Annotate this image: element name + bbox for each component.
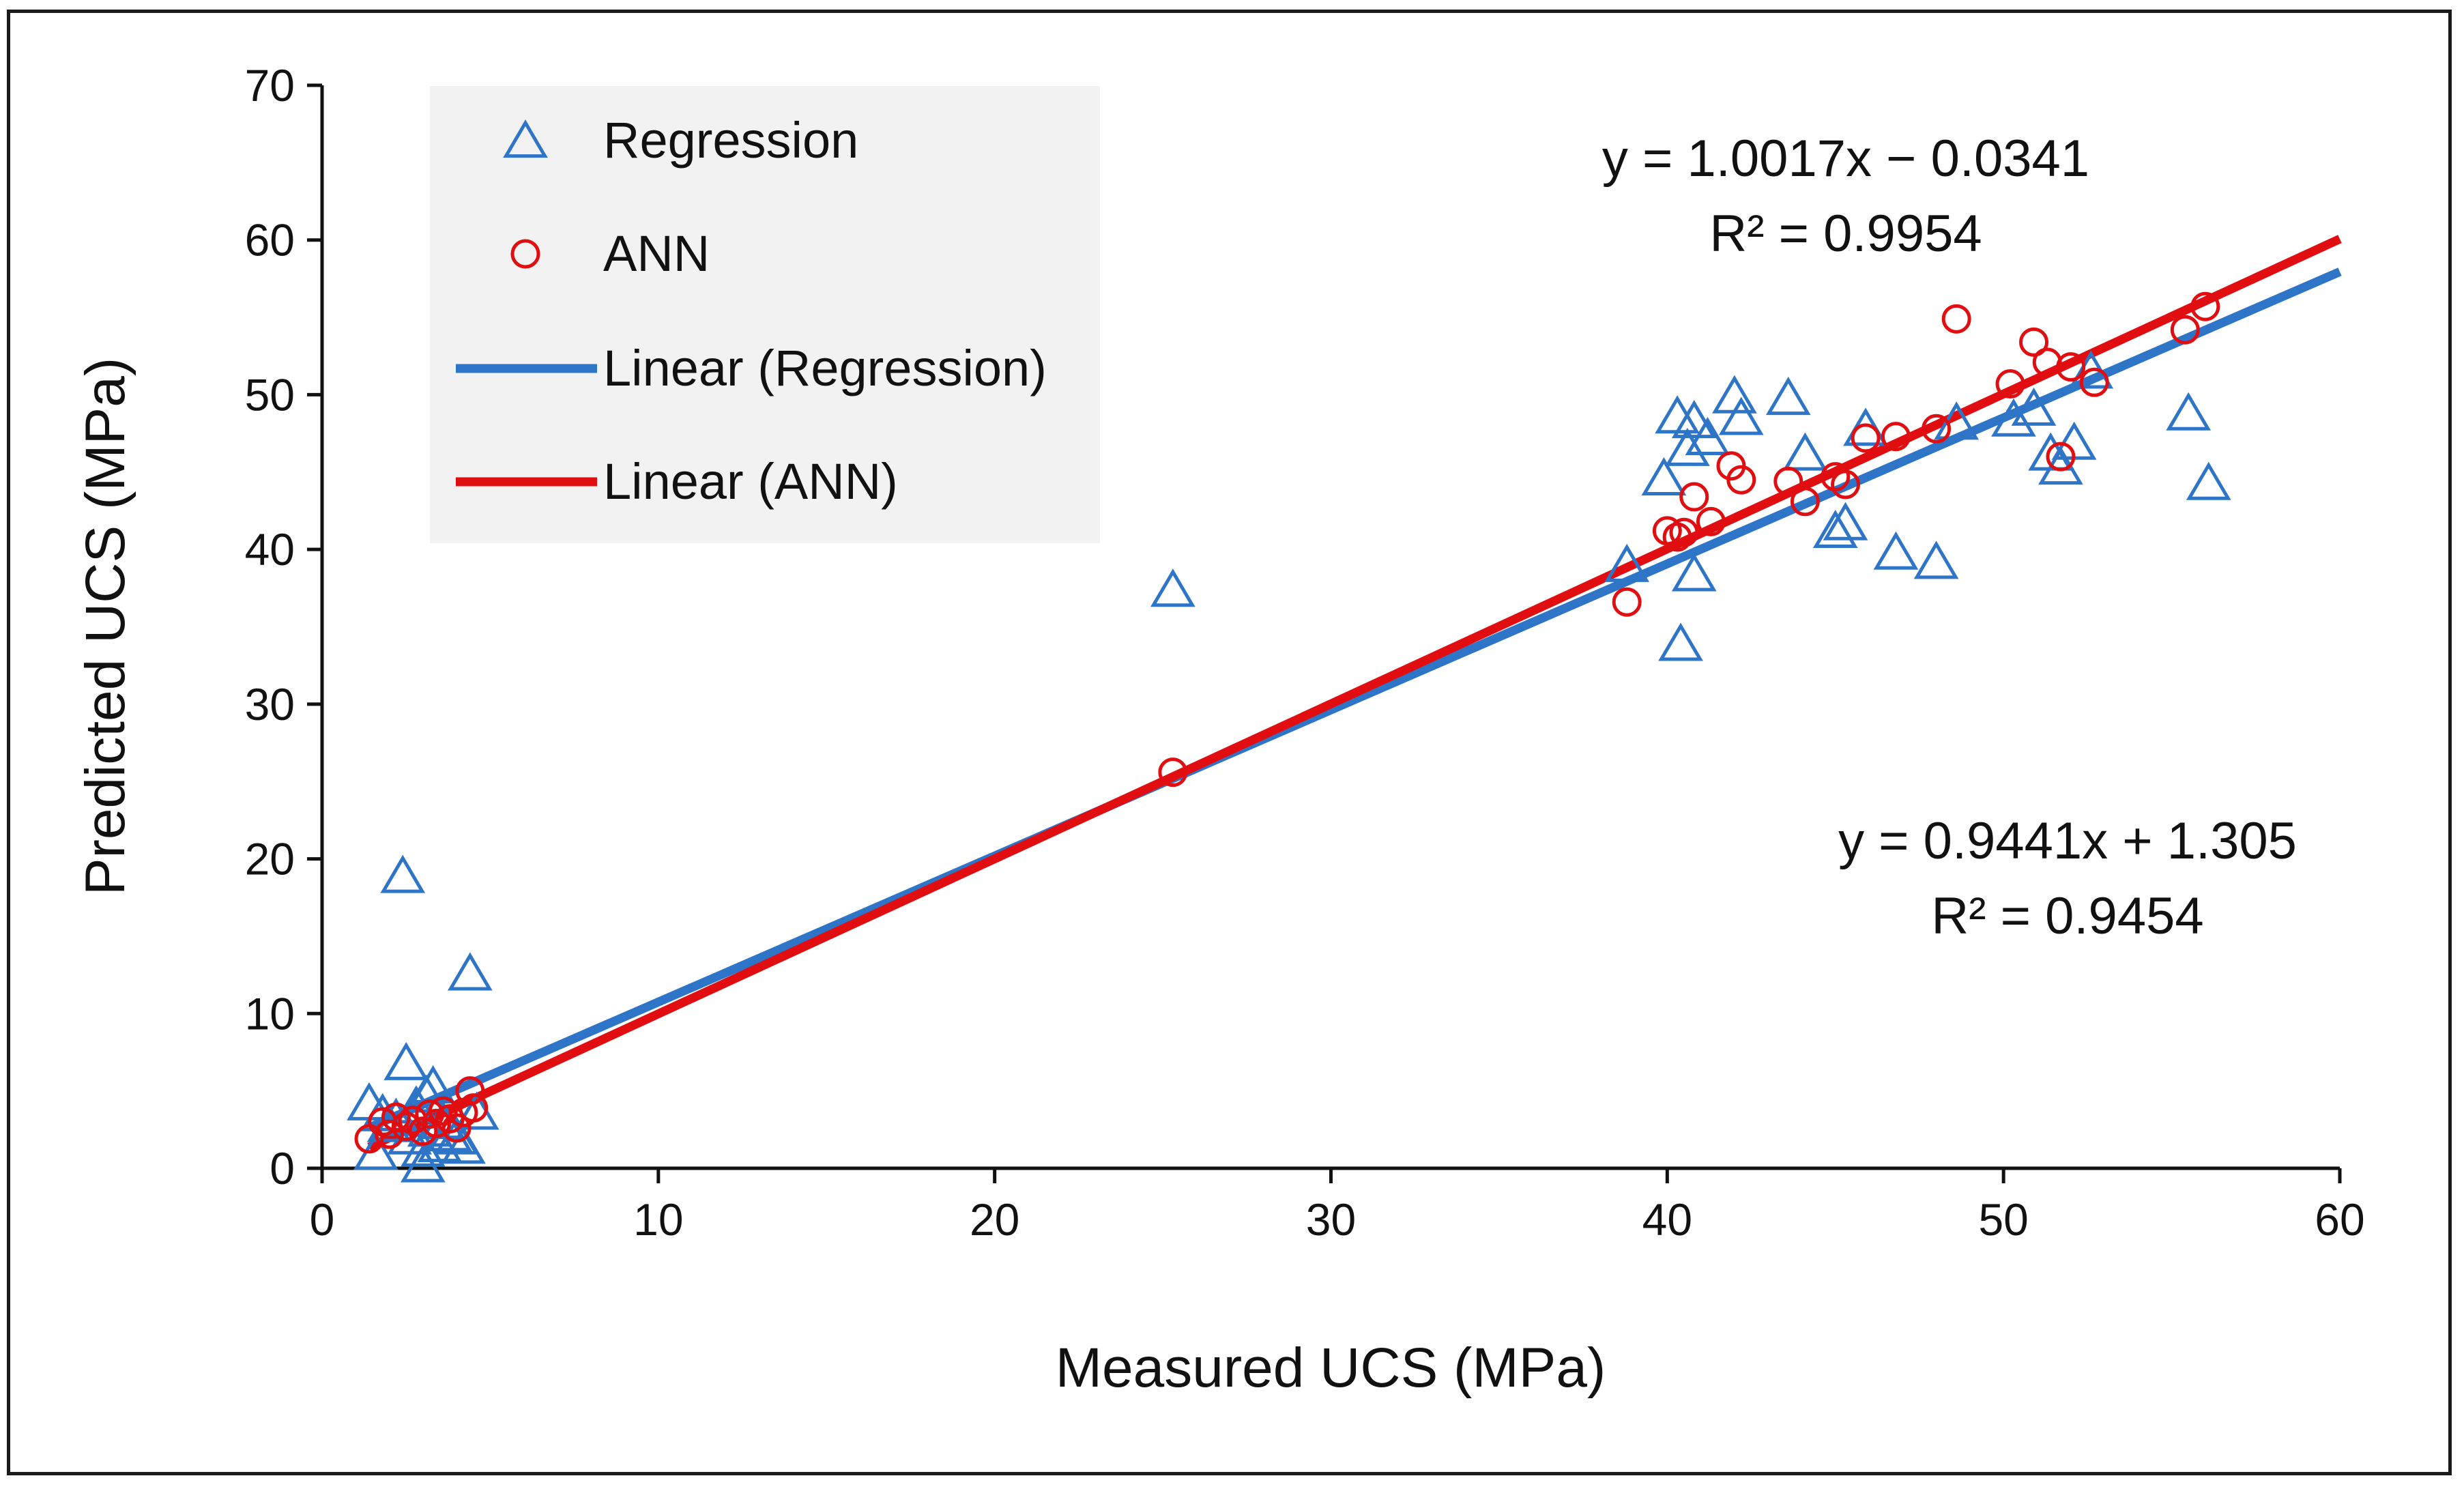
x-tick-label: 50 xyxy=(1978,1194,2028,1245)
regression-point xyxy=(380,854,426,893)
x-tick-label: 30 xyxy=(1306,1194,1356,1245)
regression-point xyxy=(400,1144,446,1183)
regression-point xyxy=(1913,540,1959,579)
regression-point xyxy=(1604,543,1650,582)
ann-point xyxy=(459,1093,489,1123)
regression-point xyxy=(1823,502,1868,540)
regression-point xyxy=(1671,400,1717,439)
ann-point xyxy=(1726,465,1756,495)
y-tick-label: 0 xyxy=(270,1143,295,1194)
x-tick-label: 0 xyxy=(310,1194,335,1245)
ann-point xyxy=(1995,369,2025,399)
legend-label-ann: ANN xyxy=(603,225,710,282)
x-tick-label: 40 xyxy=(1642,1194,1692,1245)
ann-point xyxy=(1612,587,1642,617)
ann-point xyxy=(2056,352,2086,382)
ann-point xyxy=(441,1113,472,1143)
legend-box xyxy=(430,86,1100,543)
legend-triangle-icon xyxy=(503,119,548,158)
regression-point xyxy=(383,1041,429,1080)
regression-point xyxy=(1658,622,1703,661)
regression-point xyxy=(1665,427,1710,466)
regression-point xyxy=(1712,375,1757,414)
trendline-linear-ann xyxy=(367,235,2342,1151)
ann-r2: R² = 0.9954 xyxy=(1709,205,1982,263)
ann-point xyxy=(2019,327,2049,357)
regression-point xyxy=(1782,432,1828,471)
legend-label-regression: Regression xyxy=(603,112,858,169)
y-tick-label: 10 xyxy=(245,988,295,1039)
regression-point xyxy=(2166,392,2212,431)
regression-point xyxy=(1991,398,2036,437)
regression-point xyxy=(2186,461,2231,500)
ann-point xyxy=(435,1103,465,1133)
legend-label-linear-ann: Linear (ANN) xyxy=(603,453,898,510)
data-markers xyxy=(347,291,2231,1183)
regression-point xyxy=(1873,531,1919,570)
regression-r2: R² = 0.9454 xyxy=(1931,887,2203,945)
y-tick-label: 70 xyxy=(245,60,295,111)
y-axis-title: Predicted UCS (MPa) xyxy=(74,358,136,895)
chart-frame xyxy=(7,10,2452,1475)
legend-label-linear-regression: Linear (Regression) xyxy=(603,340,1047,396)
regression-equation: y = 0.9441x + 1.305 xyxy=(1838,812,2297,870)
legend-circle-icon xyxy=(510,239,540,269)
y-tick-label: 60 xyxy=(245,215,295,265)
regression-point xyxy=(2011,387,2057,426)
ann-point xyxy=(1158,757,1188,787)
regression-point xyxy=(1685,416,1730,456)
regression-point xyxy=(1655,395,1700,434)
ann-point xyxy=(1881,422,1911,452)
ann-point xyxy=(415,1099,445,1129)
y-tick-label: 40 xyxy=(245,524,295,575)
regression-point xyxy=(1671,553,1717,592)
y-tick-label: 30 xyxy=(245,679,295,729)
ann-point xyxy=(398,1105,428,1136)
regression-point xyxy=(447,952,493,991)
ann-point xyxy=(1696,506,1726,536)
ann-point xyxy=(1922,414,1952,444)
ann-point xyxy=(391,1112,421,1142)
y-tick-label: 50 xyxy=(245,369,295,420)
x-tick-label: 10 xyxy=(633,1194,683,1245)
y-tick-label: 20 xyxy=(245,834,295,884)
x-tick-label: 60 xyxy=(2315,1194,2364,1245)
trendline-linear-regression xyxy=(367,268,2342,1132)
ann-point xyxy=(2190,291,2220,321)
ann-point xyxy=(375,1119,405,1149)
x-axis-title: Measured UCS (MPa) xyxy=(1056,1337,1606,1399)
regression-point xyxy=(1812,509,1858,549)
regression-point xyxy=(441,1125,486,1164)
ann-point xyxy=(381,1102,411,1132)
ann-point xyxy=(2046,442,2076,472)
trendlines xyxy=(367,235,2342,1151)
ann-point xyxy=(1773,466,1803,496)
ann-point xyxy=(1669,517,1699,547)
ann-point xyxy=(1941,304,1971,334)
regression-point xyxy=(1718,396,1764,435)
regression-point xyxy=(1150,568,1195,607)
axis-ticks: 0 10 20 30 40 50 60 0 10 20 30 40 50 60 70 xyxy=(245,60,2365,1245)
regression-point xyxy=(1641,457,1687,495)
ann-point xyxy=(2079,367,2109,397)
legend: Regression ANN Linear (Regression) Linea… xyxy=(456,112,1047,510)
ann-point xyxy=(1831,469,1861,500)
ann-point xyxy=(455,1076,485,1106)
ann-point xyxy=(1790,487,1820,517)
ann-equation: y = 1.0017x − 0.0341 xyxy=(1602,130,2089,188)
ann-point xyxy=(1679,482,1709,512)
regression-point xyxy=(1765,377,1811,416)
ann-point xyxy=(1851,423,1881,453)
ann-point xyxy=(2170,315,2200,345)
x-tick-label: 20 xyxy=(970,1194,1019,1245)
ann-point xyxy=(1662,522,1692,552)
